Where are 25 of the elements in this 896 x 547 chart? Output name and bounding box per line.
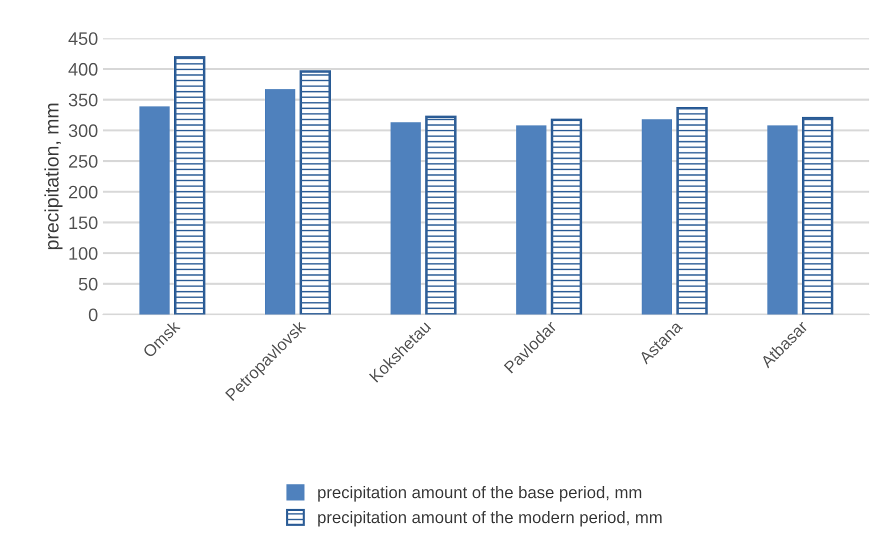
- y-tick-label: 250: [68, 154, 98, 168]
- bar: [174, 56, 206, 315]
- y-tick-label: 200: [68, 186, 98, 198]
- y-tick-label: 300: [68, 124, 98, 138]
- y-tick-label: 350: [68, 94, 98, 106]
- y-tick-label: 400: [68, 62, 98, 76]
- bar: [390, 122, 421, 315]
- legend-label: precipitation amount of the modern period, mm: [318, 510, 662, 527]
- bar: [300, 70, 331, 315]
- bar: [264, 89, 296, 315]
- bar: [139, 106, 170, 315]
- y-tick-label: 450: [68, 32, 98, 46]
- y-tick-label: 150: [69, 216, 98, 230]
- bar: [642, 119, 672, 315]
- legend-label: precipitation amount of the base period, mm: [318, 486, 642, 502]
- bar: [425, 116, 457, 315]
- bar: [516, 125, 546, 315]
- bar: [802, 116, 834, 315]
- y-tick-label: 100: [69, 247, 98, 260]
- y-tick-label: 0: [88, 308, 98, 322]
- y-axis-title: precipitation, mm: [44, 104, 62, 250]
- bar: [767, 125, 798, 315]
- bar: [676, 107, 708, 315]
- bar: [550, 118, 582, 315]
- y-tick-label: 50: [78, 278, 98, 291]
